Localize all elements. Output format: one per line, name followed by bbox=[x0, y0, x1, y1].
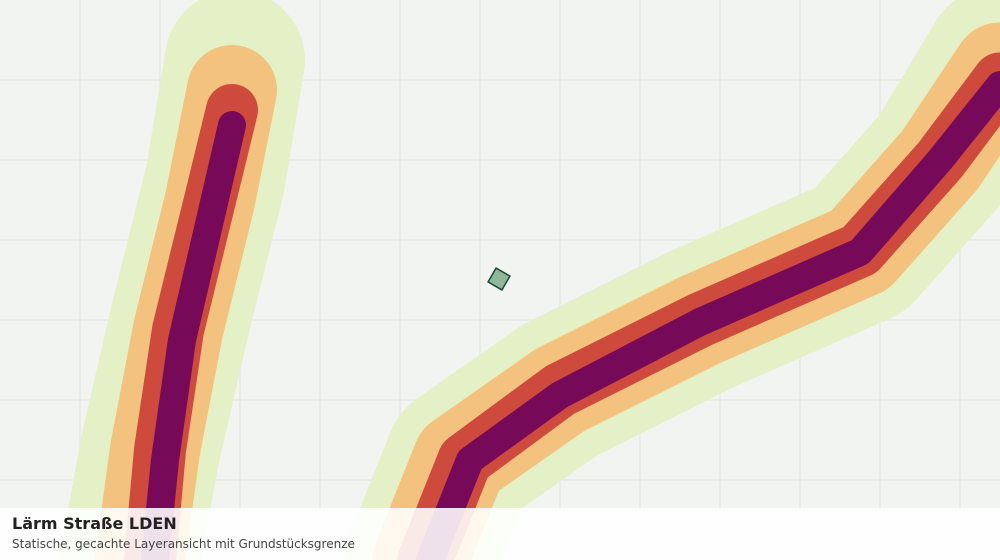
layer-title: Lärm Straße LDEN bbox=[12, 514, 177, 533]
noise-road-right bbox=[345, 0, 1000, 560]
parcel-boundary bbox=[487, 267, 511, 291]
noise-road-left bbox=[60, 0, 305, 560]
caption: Lärm Straße LDEN Statische, gecachte Lay… bbox=[0, 508, 1000, 560]
layer-subtitle: Statische, gecachte Layeransicht mit Gru… bbox=[12, 537, 355, 551]
